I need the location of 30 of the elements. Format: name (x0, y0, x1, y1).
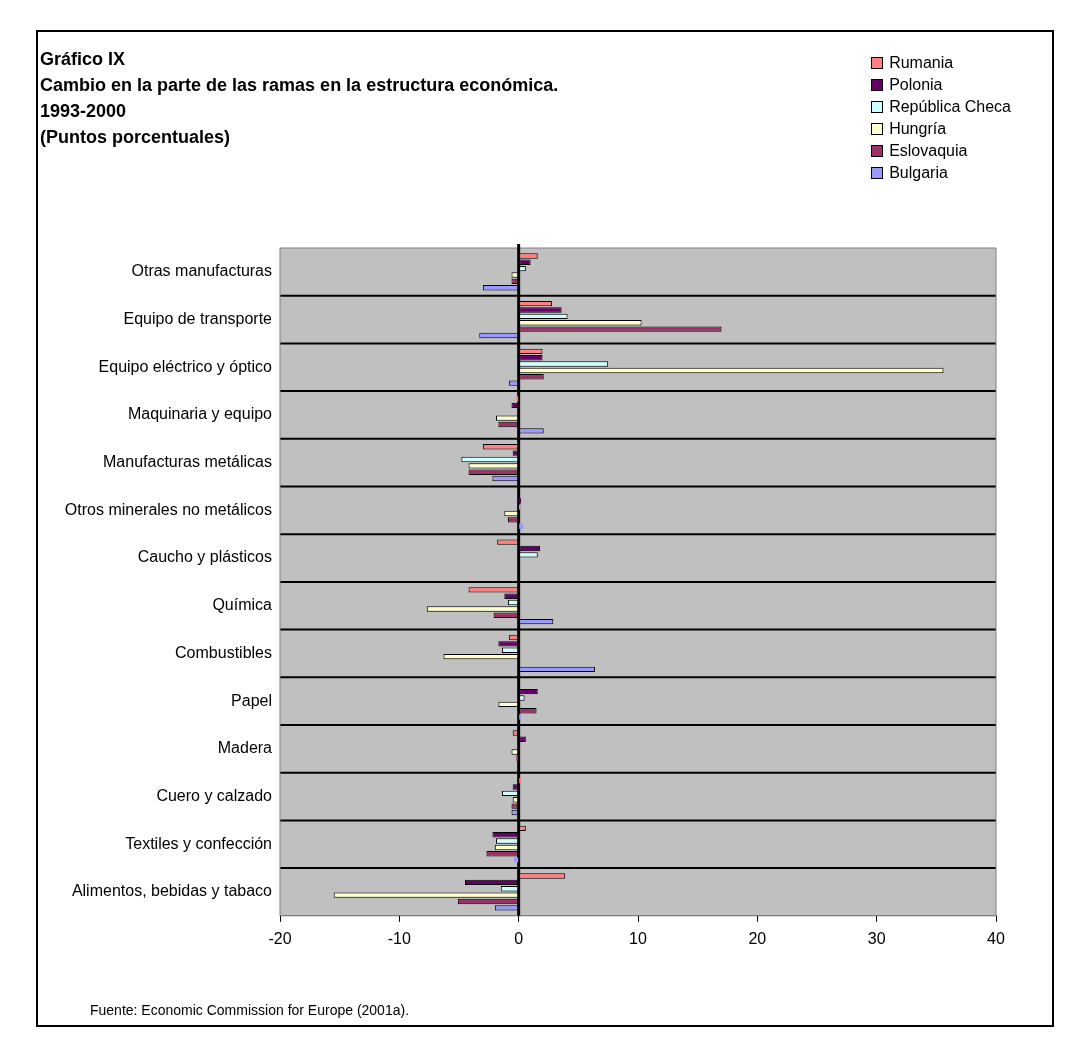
y-tick-label: Otros minerales no metálicos (64, 500, 272, 518)
legend-label: Hungría (889, 120, 947, 138)
y-tick-label: Equipo eléctrico y óptico (98, 357, 273, 375)
legend-label: Rumania (889, 54, 954, 72)
x-tick-label: -10 (387, 929, 411, 947)
x-tick-label: -20 (268, 929, 292, 947)
x-tick-label: 10 (629, 929, 647, 947)
x-tick-label: 0 (514, 929, 524, 947)
y-tick-label: Equipo de transporte (123, 309, 273, 327)
legend-label: Eslovaquia (889, 142, 968, 160)
y-tick-label: Maquinaria y equipo (127, 405, 273, 423)
bar (513, 857, 519, 863)
x-tick-label: 20 (748, 929, 767, 947)
legend-label: República Checa (889, 98, 1011, 116)
x-tick-label: 30 (867, 929, 886, 947)
y-tick-label: Madera (217, 739, 273, 757)
legend-label: Polonia (889, 76, 943, 94)
source-note: Fuente: Economic Commission for Europe (2001a). (90, 1002, 410, 1018)
legend-label: Bulgaria (889, 164, 948, 182)
y-tick-label: Alimentos, bebidas y tabaco (71, 882, 273, 900)
y-tick-label: Cuero y calzado (156, 786, 273, 804)
y-tick-label: Caucho y plásticos (137, 548, 272, 566)
y-tick-label: Manufacturas metálicas (103, 453, 272, 471)
y-tick-label: Textiles y confección (125, 834, 272, 852)
y-tick-label: Combustibles (175, 643, 272, 661)
y-tick-label: Papel (231, 691, 272, 709)
y-tick-label: Química (212, 596, 273, 614)
y-tick-label: Otras manufacturas (131, 262, 272, 280)
x-tick-label: 40 (987, 929, 1005, 947)
chart-title: Gráfico IX Cambio en la parte de las ramas en la estructura económica. 1993-2000 (Puntos porcentuales) (40, 48, 559, 149)
